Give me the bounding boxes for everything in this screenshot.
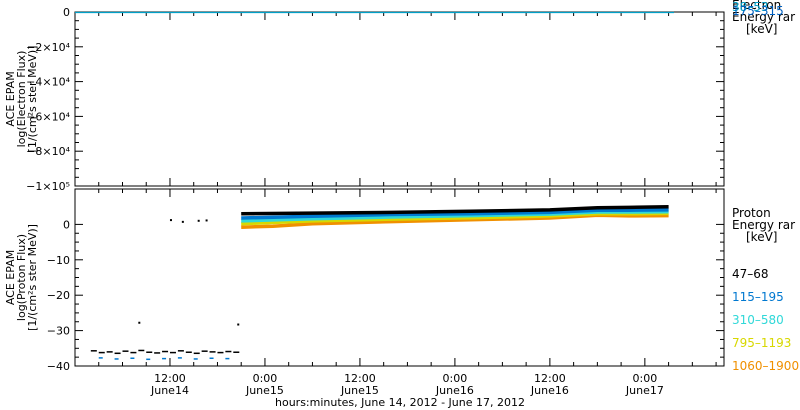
y-tick-label: −6×10⁴ [26,110,70,123]
legend-title: [keV] [746,230,777,244]
y-tick-label: −10 [47,254,70,267]
legend-title: Electron [732,0,781,12]
y-axis-label: ACE EPAM [4,250,17,305]
data-point [130,357,135,360]
data-point [162,350,169,353]
data-point [169,219,172,222]
data-point [225,350,232,353]
data-point [130,351,137,354]
data-point [209,357,214,360]
legend-entry: 1060–1900 [732,359,799,373]
y-tick-label: −8×10⁴ [26,145,70,158]
series-line [241,204,669,216]
legend-title: Energy rar [732,218,795,232]
x-tick-label: June15 [340,384,379,397]
x-tick-label: June16 [435,384,474,397]
data-point [98,351,105,354]
data-point [90,350,97,352]
y-axis-label: log(Proton Flux) [15,234,28,321]
data-point [233,351,240,353]
data-point [177,357,182,359]
data-point [138,349,145,352]
legend-entry: 175–315 [732,4,784,18]
data-point [122,350,129,352]
data-point [217,351,224,354]
legend-entry: 47–68 [732,267,769,281]
plot-frame [74,11,725,187]
legend-title: Energy rar [732,10,795,24]
y-tick-label: −1×10⁵ [26,180,70,193]
data-point [193,352,200,355]
legend-entry: 795–1193 [732,336,791,350]
series-line [241,208,669,220]
y-axis-label: [1/(cm²s ster MeV)] [26,46,39,153]
x-tick-label: June17 [625,384,664,397]
x-tick-label: 12:00 [344,372,376,385]
x-tick-label: June14 [150,384,189,397]
legend-title: [keV] [746,22,777,36]
data-point [114,358,119,360]
data-point [209,351,216,353]
y-tick-label: −2×10⁴ [26,41,70,54]
x-tick-label: 0:00 [253,372,278,385]
series-line [241,213,669,229]
data-point [225,357,230,360]
x-tick-label: 0:00 [633,372,658,385]
data-point [106,351,113,353]
y-tick-label: −4×10⁴ [26,76,70,89]
data-point [162,357,167,360]
legend-entry: 38–53 [732,0,769,14]
electron-panel: 0 −2×10⁴ −4×10⁴ −6×10⁴ −8×10⁴ −1×10⁵ ACE EPAMl… [4,0,795,193]
data-point [201,350,208,352]
y-tick-label: −40 [47,360,70,373]
x-tick-label: 12:00 [154,372,186,385]
data-point [154,352,161,354]
y-axis-label: log(Electron Flux) [15,51,28,148]
data-point [177,350,184,352]
data-point [181,220,184,223]
x-tick-label: June16 [530,384,569,397]
legend-title: Proton [732,206,771,220]
y-tick-label: 0 [63,218,70,231]
data-point [114,352,121,355]
y-tick-label: −30 [47,325,70,338]
x-tick-label: June15 [245,384,284,397]
y-axis-label: ACE EPAM [4,71,17,126]
data-point [197,219,200,222]
x-tick-label: 0:00 [443,372,468,385]
data-point [98,357,103,359]
x-tick-label: 12:00 [534,372,566,385]
legend-entry: 115–195 [732,290,784,304]
x-axis-label: hours:minutes, June 14, 2012 - June 17, … [275,396,525,409]
data-point [185,351,192,353]
data-point [237,323,240,326]
y-tick-label: −20 [47,289,70,302]
legend-entry: 310–580 [732,313,784,327]
y-axis-label: [1/(cm²s ster MeV)] [26,224,39,331]
data-point [193,358,198,360]
y-tick-label: 0 [63,6,70,19]
data-point [138,321,141,324]
data-point [146,358,151,361]
data-point [169,351,176,354]
data-point [146,351,153,353]
series-line [241,211,669,226]
data-point [205,219,208,222]
